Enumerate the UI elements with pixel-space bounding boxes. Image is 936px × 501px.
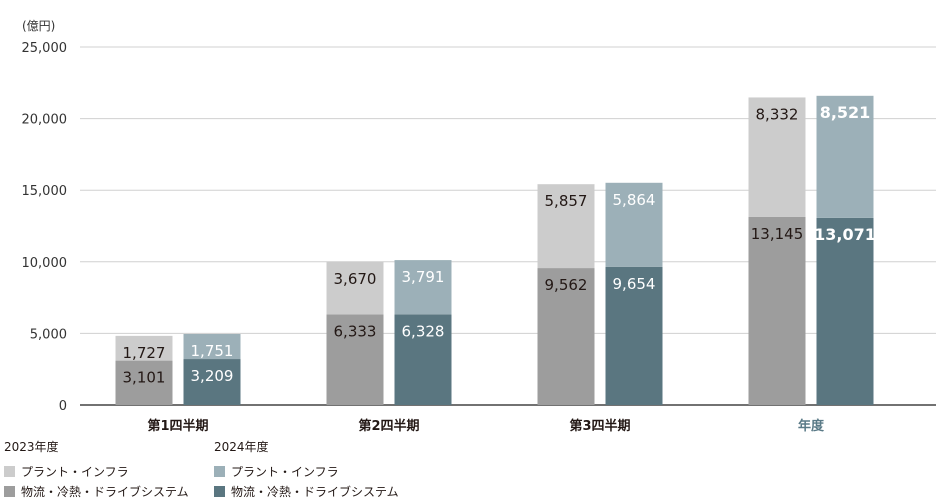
data-label: 13,071 bbox=[814, 225, 876, 244]
bar-segment-2024年度-logistics bbox=[605, 266, 663, 405]
legend-2024-item-logistics: 物流・冷熱・ドライブシステム bbox=[214, 481, 399, 501]
y-tick-label: 0 bbox=[59, 399, 67, 414]
x-category-label: 第3四半期 bbox=[569, 418, 630, 434]
legend-label: プラント・インフラ bbox=[231, 464, 339, 479]
x-axis-categories: 第1四半期 第2四半期 第3四半期 年度 bbox=[147, 418, 825, 434]
bar-segment-2024年度-logistics bbox=[816, 217, 874, 405]
data-label: 3,101 bbox=[123, 369, 166, 387]
y-tick-label: 10,000 bbox=[22, 256, 68, 271]
legend-2023-item-logistics: 物流・冷熱・ドライブシステム bbox=[4, 481, 189, 501]
legend-label: プラント・インフラ bbox=[21, 464, 129, 479]
y-axis-unit-label: (億円) bbox=[22, 19, 55, 33]
bar-segment-2023年度-plant bbox=[326, 261, 384, 315]
x-category-label: 第2四半期 bbox=[358, 418, 419, 434]
data-label: 1,751 bbox=[191, 342, 234, 360]
legend-label: 物流・冷熱・ドライブシステム bbox=[21, 484, 189, 499]
bar-segment-2023年度-plant bbox=[748, 97, 806, 217]
legend-swatch bbox=[4, 485, 15, 497]
bar-segment-2023年度-logistics bbox=[326, 314, 384, 405]
data-labels: 3,101 1,727 3,209 1,751 6,333 3,670 6,328 3,791… bbox=[123, 103, 876, 387]
legend-swatch bbox=[214, 465, 225, 477]
bar-segment-2023年度-logistics bbox=[748, 216, 806, 405]
bar-segment-2023年度-plant bbox=[537, 184, 595, 269]
y-tick-label: 20,000 bbox=[22, 113, 68, 128]
data-label: 6,328 bbox=[402, 322, 445, 340]
data-label: 6,333 bbox=[334, 322, 377, 340]
data-label: 13,145 bbox=[751, 225, 804, 243]
legend-2023: 2023年度 プラント・インフラ 物流・冷熱・ドライブシステム bbox=[4, 438, 189, 501]
y-tick-label: 5,000 bbox=[30, 327, 67, 342]
legend-2024-title: 2024年度 bbox=[214, 440, 269, 454]
data-label: 1,727 bbox=[123, 344, 166, 362]
data-label: 5,857 bbox=[545, 192, 588, 210]
legend-2024-item-plant: プラント・インフラ bbox=[214, 461, 399, 481]
bar-segment-2024年度-logistics bbox=[183, 359, 241, 405]
legend-2024: 2024年度 プラント・インフラ 物流・冷熱・ドライブシステム bbox=[214, 438, 399, 501]
data-label: 3,209 bbox=[191, 367, 234, 385]
bar-segment-2023年度-logistics bbox=[115, 360, 173, 405]
data-label: 3,791 bbox=[402, 268, 445, 286]
data-label: 9,654 bbox=[613, 275, 656, 293]
bar-segment-2024年度-logistics bbox=[394, 314, 452, 405]
bars bbox=[115, 95, 874, 405]
legend-2023-title: 2023年度 bbox=[4, 440, 59, 454]
bar-segment-2024年度-plant bbox=[605, 182, 663, 267]
data-label: 8,332 bbox=[756, 105, 799, 123]
y-axis: 0 5,000 10,000 15,000 20,000 25,000 bbox=[22, 41, 68, 414]
legend-swatch bbox=[214, 485, 225, 497]
bar-segment-2024年度-plant bbox=[816, 95, 874, 218]
y-tick-label: 15,000 bbox=[22, 184, 68, 199]
bar-segment-2024年度-plant bbox=[394, 260, 452, 315]
legend-2023-item-plant: プラント・インフラ bbox=[4, 461, 189, 481]
y-tick-label: 25,000 bbox=[22, 41, 68, 56]
data-label: 5,864 bbox=[613, 191, 656, 209]
legend-label: 物流・冷熱・ドライブシステム bbox=[231, 484, 399, 499]
data-label: 8,521 bbox=[820, 103, 871, 122]
bar-segment-2024年度-plant bbox=[183, 333, 241, 360]
data-label: 3,670 bbox=[334, 270, 377, 288]
bar-segment-2023年度-plant bbox=[115, 335, 173, 361]
data-label: 9,562 bbox=[545, 276, 588, 294]
bar-segment-2023年度-logistics bbox=[537, 268, 595, 405]
x-category-label: 年度 bbox=[798, 418, 825, 434]
legend-swatch bbox=[4, 465, 15, 477]
x-category-label: 第1四半期 bbox=[147, 418, 208, 434]
